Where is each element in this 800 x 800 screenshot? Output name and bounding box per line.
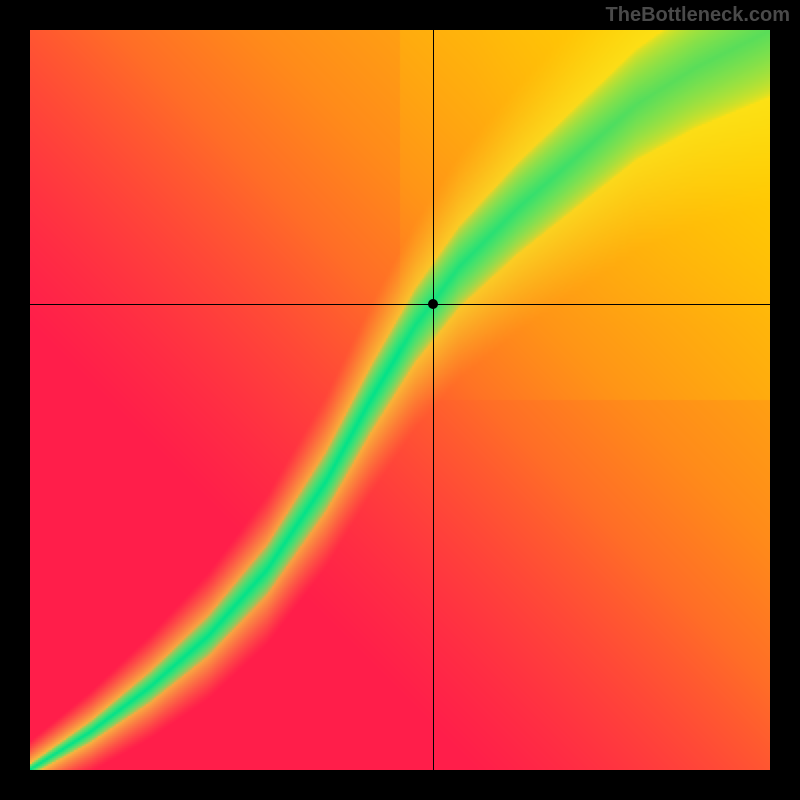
crosshair-vertical [433, 30, 434, 770]
heatmap-canvas [30, 30, 770, 770]
crosshair-horizontal [30, 304, 770, 305]
crosshair-marker [428, 299, 438, 309]
watermark: TheBottleneck.com [606, 4, 790, 27]
heatmap-plot [30, 30, 770, 770]
